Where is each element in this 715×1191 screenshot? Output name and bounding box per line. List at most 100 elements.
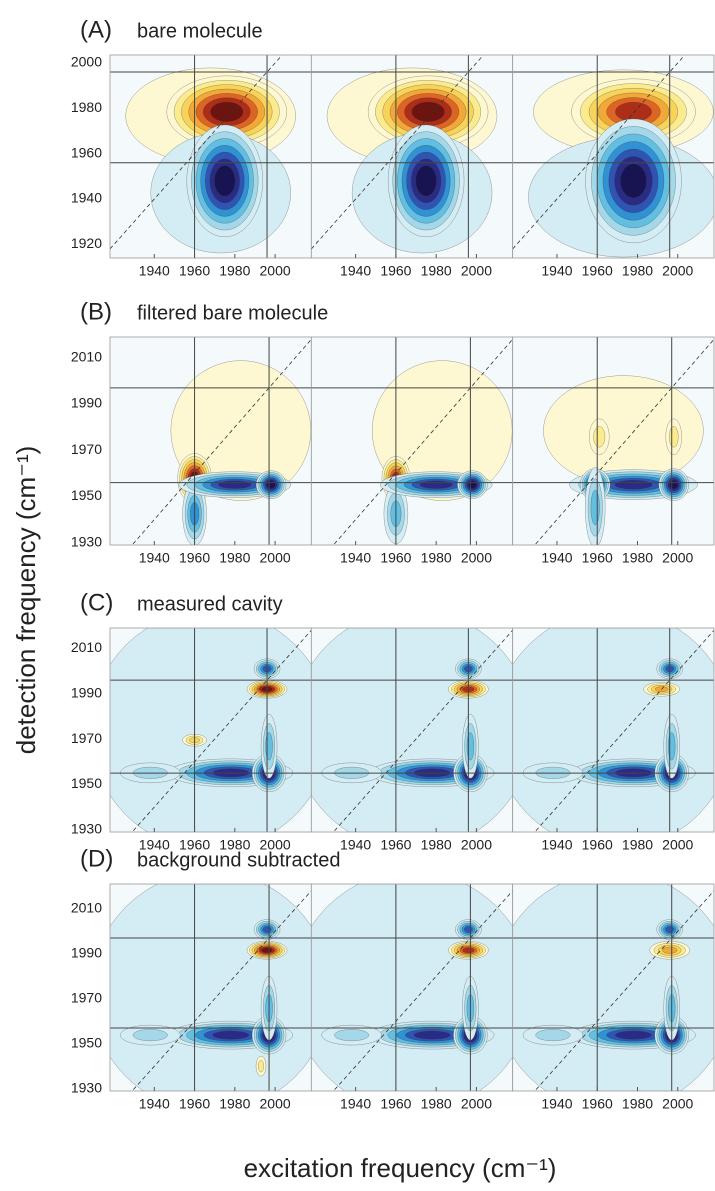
y-tick-label: 1930 — [71, 1079, 102, 1095]
y-tick-label: 1920 — [71, 235, 102, 251]
x-tick-label: 2000 — [260, 550, 291, 566]
contour-region — [110, 628, 312, 832]
y-tick-label: 1930 — [71, 820, 102, 836]
x-tick-label: 1960 — [582, 837, 613, 853]
y-axis-label: detection frequency (cm⁻¹) — [11, 446, 41, 755]
y-tick-label: 1950 — [71, 1034, 102, 1050]
x-tick-label: 1940 — [541, 263, 572, 279]
panel-label: (B) — [80, 298, 112, 325]
contour-region — [334, 1029, 370, 1042]
contour-region — [311, 628, 513, 832]
panel-title: filtered bare molecule — [137, 302, 328, 324]
contour-region — [468, 480, 477, 489]
x-tick-label: 1960 — [582, 550, 613, 566]
diagonal — [534, 890, 715, 1091]
contour-region — [620, 163, 647, 198]
x-tick-label: 2000 — [662, 837, 693, 853]
x-tick-label: 2000 — [461, 1096, 492, 1112]
x-axis-label: excitation frequency (cm⁻¹) — [244, 1153, 557, 1183]
y-tick-label: 1960 — [71, 144, 102, 160]
contour-region — [257, 1060, 265, 1073]
x-tick-label: 1980 — [421, 263, 452, 279]
x-tick-label: 1940 — [139, 550, 170, 566]
x-tick-label: 2000 — [260, 1096, 291, 1112]
x-tick-label: 1940 — [340, 263, 371, 279]
panel: (C) measured cavity 1930 1950 1970 1990 2010 19… — [71, 589, 715, 853]
contour-region — [615, 102, 652, 122]
x-tick-label: 1980 — [421, 837, 452, 853]
x-tick-label: 2000 — [461, 837, 492, 853]
contour-region — [669, 480, 679, 490]
diagonal — [512, 55, 686, 250]
contour-region — [593, 426, 606, 448]
x-tick-label: 1960 — [582, 1096, 613, 1112]
x-tick-label: 1960 — [179, 837, 210, 853]
contour-region — [464, 926, 473, 933]
x-tick-label: 1980 — [622, 837, 653, 853]
contour-region — [110, 884, 312, 1091]
x-tick-label: 1980 — [622, 550, 653, 566]
x-tick-label: 1940 — [340, 837, 371, 853]
subplot — [512, 884, 715, 1091]
y-tick-label: 2010 — [71, 639, 102, 655]
y-tick-label: 1950 — [71, 775, 102, 791]
y-tick-label: 1950 — [71, 487, 102, 503]
contour-region — [266, 480, 276, 489]
subplot — [311, 55, 513, 258]
diagonal — [131, 890, 312, 1091]
x-tick-label: 1980 — [421, 550, 452, 566]
x-tick-label: 1960 — [380, 550, 411, 566]
x-tick-label: 1940 — [541, 837, 572, 853]
x-tick-label: 1960 — [179, 1096, 210, 1112]
panel-label: (D) — [80, 845, 113, 872]
contour-region — [210, 101, 244, 122]
diagonal — [110, 55, 283, 250]
diagonal — [332, 890, 513, 1091]
y-tick-label: 1990 — [71, 684, 102, 700]
subplot — [512, 337, 715, 545]
contour-region — [311, 884, 513, 1091]
panel-label: (C) — [80, 589, 113, 616]
subplot — [512, 55, 715, 258]
x-tick-label: 1940 — [340, 1096, 371, 1112]
x-tick-label: 2000 — [461, 550, 492, 566]
y-tick-label: 1990 — [71, 944, 102, 960]
contour-region — [665, 926, 675, 933]
diagonal — [131, 339, 312, 545]
plot-frame — [512, 54, 715, 259]
contour-region — [132, 1029, 168, 1042]
subplot — [311, 884, 513, 1091]
x-tick-label: 1960 — [380, 837, 411, 853]
y-tick-label: 2000 — [71, 54, 102, 70]
x-tick-label: 2000 — [461, 263, 492, 279]
contour-region — [419, 480, 453, 489]
panel-title: bare molecule — [137, 20, 263, 42]
x-tick-label: 1980 — [219, 263, 250, 279]
x-tick-label: 2000 — [662, 550, 693, 566]
panel: (D) background subtracted 1930 1950 1970 1990… — [71, 845, 715, 1112]
contour-region — [218, 480, 252, 489]
x-tick-label: 1940 — [541, 550, 572, 566]
x-tick-label: 1980 — [219, 837, 250, 853]
diagonal — [534, 630, 715, 832]
contour-region — [462, 947, 475, 954]
contour-region — [590, 490, 600, 526]
y-tick-label: 1970 — [71, 441, 102, 457]
panel-title: measured cavity — [137, 593, 283, 615]
x-tick-label: 2000 — [260, 837, 291, 853]
diagonal — [534, 339, 715, 545]
x-tick-label: 1960 — [380, 1096, 411, 1112]
contour-region — [614, 480, 653, 490]
contour-region — [615, 1030, 652, 1040]
x-tick-label: 1980 — [622, 1096, 653, 1112]
x-tick-label: 1960 — [179, 263, 210, 279]
x-tick-label: 1940 — [139, 837, 170, 853]
x-tick-label: 1940 — [340, 550, 371, 566]
plot-frame — [512, 883, 715, 1092]
x-tick-label: 1980 — [622, 263, 653, 279]
x-tick-label: 1940 — [139, 1096, 170, 1112]
x-tick-label: 2000 — [662, 263, 693, 279]
subplot — [512, 628, 715, 832]
contour-region — [413, 1030, 451, 1040]
